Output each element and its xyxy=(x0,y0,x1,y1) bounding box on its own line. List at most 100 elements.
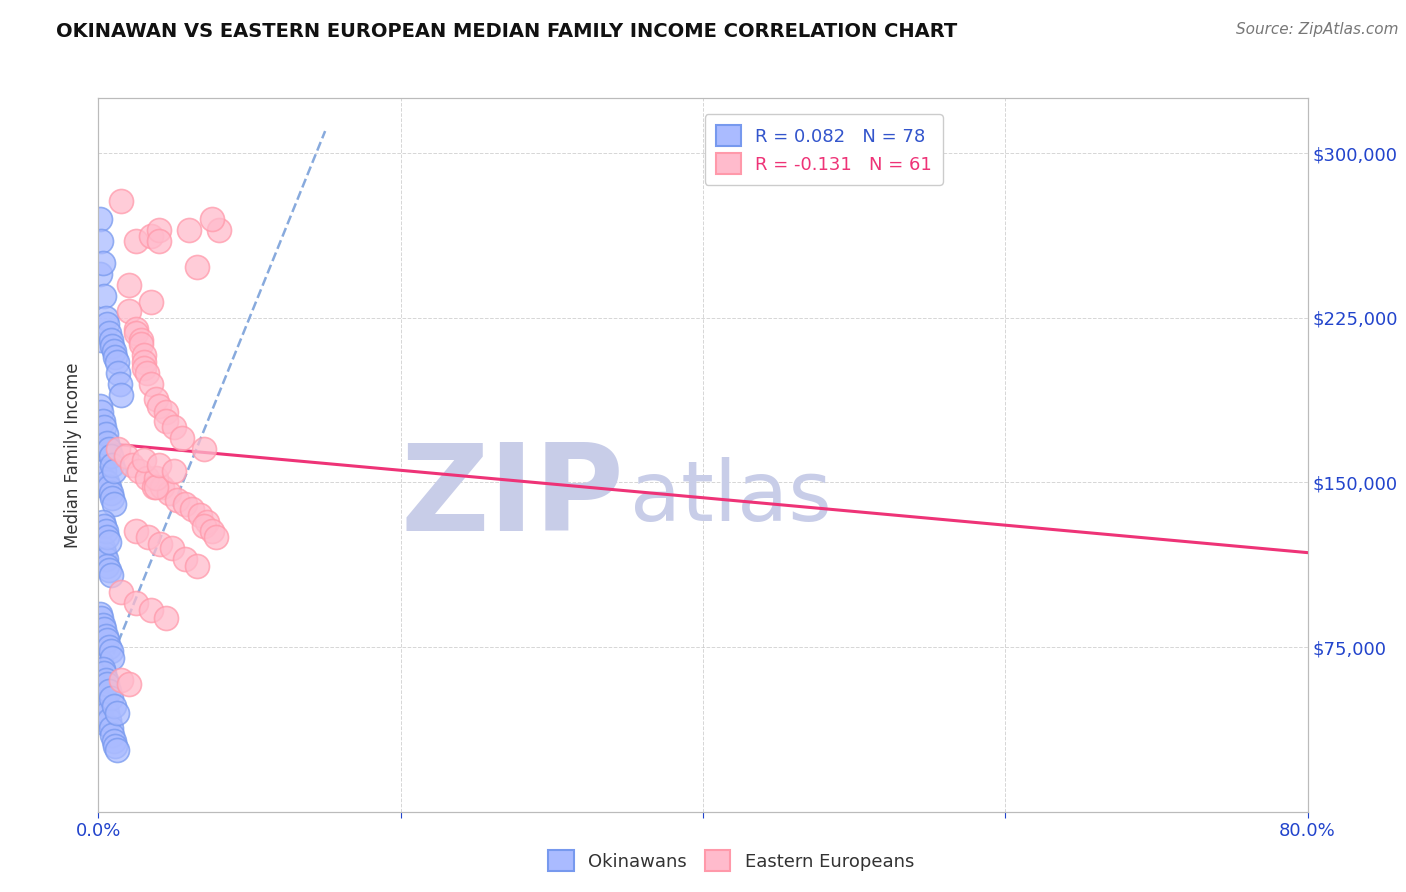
Point xyxy=(100,567,122,582)
Point xyxy=(100,449,122,463)
Point xyxy=(205,530,228,544)
Point xyxy=(91,677,114,691)
Point xyxy=(118,277,141,292)
Point xyxy=(141,376,163,391)
Point xyxy=(93,666,115,681)
Point xyxy=(90,706,112,720)
Legend: R = 0.082   N = 78, R = -0.131   N = 61: R = 0.082 N = 78, R = -0.131 N = 61 xyxy=(704,114,943,185)
Point xyxy=(103,464,125,478)
Point xyxy=(125,321,148,335)
Point xyxy=(181,501,204,516)
Point xyxy=(89,607,111,621)
Point xyxy=(89,668,111,682)
Point xyxy=(96,558,118,573)
Point xyxy=(148,458,170,472)
Point xyxy=(129,337,152,351)
Point xyxy=(91,618,114,632)
Point xyxy=(96,677,118,691)
Point xyxy=(145,392,167,406)
Point xyxy=(93,420,115,434)
Point xyxy=(163,420,186,434)
Point xyxy=(186,260,208,275)
Point xyxy=(110,387,132,401)
Point xyxy=(96,530,118,544)
Point xyxy=(195,515,218,529)
Point xyxy=(108,376,131,391)
Point xyxy=(98,534,121,549)
Text: ZIP: ZIP xyxy=(401,439,624,557)
Point xyxy=(132,361,155,376)
Point xyxy=(94,480,117,494)
Point xyxy=(125,596,148,610)
Point xyxy=(101,339,124,353)
Point xyxy=(100,721,122,735)
Point xyxy=(135,471,157,485)
Point xyxy=(125,326,148,340)
Point xyxy=(173,497,195,511)
Point xyxy=(188,508,211,523)
Point xyxy=(90,333,112,347)
Point xyxy=(96,435,118,450)
Point xyxy=(163,464,186,478)
Point xyxy=(135,366,157,380)
Point xyxy=(98,480,121,494)
Point xyxy=(91,541,114,556)
Point xyxy=(90,656,112,670)
Point xyxy=(96,475,118,490)
Point xyxy=(105,354,128,368)
Point xyxy=(98,442,121,457)
Point xyxy=(125,524,148,538)
Point xyxy=(129,333,152,347)
Point xyxy=(94,695,117,709)
Point xyxy=(159,486,181,500)
Point xyxy=(132,348,155,362)
Point xyxy=(101,491,124,505)
Point xyxy=(114,449,136,463)
Point xyxy=(94,427,117,442)
Point xyxy=(96,706,118,720)
Point xyxy=(186,558,208,573)
Point xyxy=(96,633,118,648)
Point xyxy=(173,552,195,566)
Point xyxy=(110,585,132,599)
Point xyxy=(104,739,127,753)
Point xyxy=(149,537,172,551)
Text: Source: ZipAtlas.com: Source: ZipAtlas.com xyxy=(1236,22,1399,37)
Point xyxy=(170,432,193,446)
Point xyxy=(94,717,117,731)
Point xyxy=(94,552,117,566)
Point xyxy=(103,734,125,748)
Point xyxy=(93,519,115,533)
Point xyxy=(100,486,122,500)
Point xyxy=(107,442,129,457)
Point xyxy=(101,651,124,665)
Point xyxy=(91,471,114,485)
Point xyxy=(91,256,114,270)
Point xyxy=(103,699,125,714)
Point xyxy=(162,541,184,556)
Text: atlas: atlas xyxy=(630,458,832,538)
Point xyxy=(98,563,121,577)
Point xyxy=(166,492,188,507)
Point xyxy=(118,677,141,691)
Point xyxy=(150,480,173,494)
Point xyxy=(118,304,141,318)
Point xyxy=(94,310,117,325)
Point xyxy=(94,673,117,687)
Point xyxy=(148,223,170,237)
Point xyxy=(94,629,117,643)
Point xyxy=(90,611,112,625)
Point xyxy=(208,223,231,237)
Point xyxy=(90,234,112,248)
Point xyxy=(193,519,215,533)
Point xyxy=(91,414,114,428)
Point xyxy=(201,524,224,538)
Point xyxy=(94,524,117,538)
Point xyxy=(155,414,177,428)
Point xyxy=(96,318,118,332)
Point xyxy=(145,471,167,485)
Point xyxy=(179,223,201,237)
Point xyxy=(89,211,111,226)
Y-axis label: Median Family Income: Median Family Income xyxy=(65,362,83,548)
Point xyxy=(104,350,127,364)
